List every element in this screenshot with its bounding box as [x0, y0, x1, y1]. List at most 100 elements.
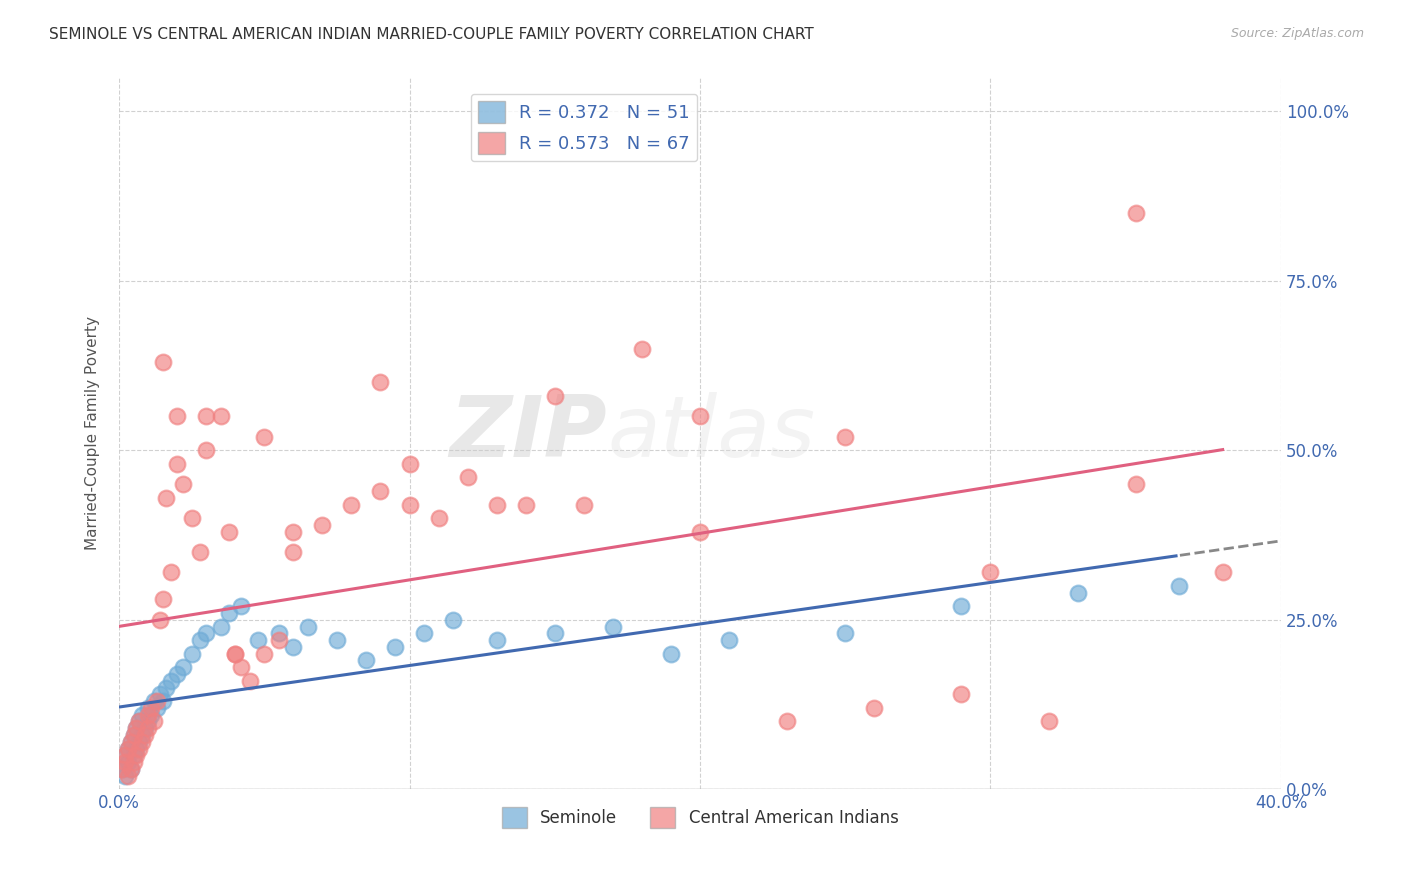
- Point: [253, 430, 276, 444]
- Point: [180, 647, 202, 661]
- Point: [142, 694, 165, 708]
- Point: [120, 762, 142, 776]
- Point: [111, 762, 134, 776]
- Point: [485, 633, 508, 648]
- Point: [114, 755, 136, 769]
- Point: [218, 606, 240, 620]
- Point: [166, 667, 188, 681]
- Point: [152, 592, 174, 607]
- Point: [1066, 585, 1088, 599]
- Point: [128, 714, 150, 729]
- Point: [190, 633, 212, 648]
- Point: [253, 647, 276, 661]
- Point: [117, 769, 139, 783]
- Point: [125, 748, 148, 763]
- Point: [131, 728, 153, 742]
- Point: [166, 409, 188, 424]
- Point: [139, 701, 162, 715]
- Point: [172, 477, 194, 491]
- Point: [134, 721, 156, 735]
- Point: [146, 701, 169, 715]
- Point: [979, 566, 1001, 580]
- Point: [413, 626, 436, 640]
- Point: [283, 640, 305, 654]
- Point: [128, 741, 150, 756]
- Point: [602, 619, 624, 633]
- Point: [139, 707, 162, 722]
- Point: [398, 457, 420, 471]
- Point: [370, 483, 392, 498]
- Point: [544, 626, 567, 640]
- Point: [229, 599, 252, 614]
- Point: [224, 647, 246, 661]
- Point: [120, 735, 142, 749]
- Point: [209, 409, 232, 424]
- Point: [283, 545, 305, 559]
- Point: [190, 545, 212, 559]
- Point: [114, 769, 136, 783]
- Point: [311, 517, 333, 532]
- Point: [131, 707, 153, 722]
- Point: [718, 633, 741, 648]
- Point: [834, 626, 856, 640]
- Point: [283, 524, 305, 539]
- Point: [117, 741, 139, 756]
- Point: [125, 721, 148, 735]
- Point: [689, 524, 711, 539]
- Point: [239, 673, 262, 688]
- Point: [776, 714, 799, 729]
- Point: [326, 633, 349, 648]
- Point: [384, 640, 406, 654]
- Point: [689, 409, 711, 424]
- Point: [136, 707, 159, 722]
- Point: [195, 409, 218, 424]
- Y-axis label: Married-Couple Family Poverty: Married-Couple Family Poverty: [86, 317, 100, 550]
- Point: [136, 714, 159, 729]
- Point: [1168, 579, 1191, 593]
- Point: [128, 735, 150, 749]
- Point: [134, 728, 156, 742]
- Point: [128, 714, 150, 729]
- Point: [247, 633, 270, 648]
- Point: [441, 613, 464, 627]
- Point: [125, 721, 148, 735]
- Point: [427, 511, 450, 525]
- Point: [950, 687, 973, 701]
- Point: [155, 491, 177, 505]
- Point: [122, 728, 145, 742]
- Point: [160, 566, 183, 580]
- Point: [136, 721, 159, 735]
- Point: [149, 613, 172, 627]
- Text: SEMINOLE VS CENTRAL AMERICAN INDIAN MARRIED-COUPLE FAMILY POVERTY CORRELATION CH: SEMINOLE VS CENTRAL AMERICAN INDIAN MARR…: [49, 27, 814, 42]
- Point: [297, 619, 319, 633]
- Point: [114, 748, 136, 763]
- Point: [195, 443, 218, 458]
- Point: [515, 498, 537, 512]
- Point: [122, 755, 145, 769]
- Point: [370, 376, 392, 390]
- Point: [229, 660, 252, 674]
- Point: [117, 741, 139, 756]
- Point: [267, 626, 290, 640]
- Point: [122, 728, 145, 742]
- Point: [1125, 206, 1147, 220]
- Point: [340, 498, 363, 512]
- Point: [834, 430, 856, 444]
- Point: [485, 498, 508, 512]
- Point: [863, 701, 886, 715]
- Legend: Seminole, Central American Indians: Seminole, Central American Indians: [495, 801, 905, 834]
- Point: [195, 626, 218, 640]
- Point: [1125, 477, 1147, 491]
- Point: [120, 762, 142, 776]
- Point: [125, 741, 148, 756]
- Point: [114, 748, 136, 763]
- Point: [572, 498, 595, 512]
- Text: ZIP: ZIP: [450, 392, 607, 475]
- Text: Source: ZipAtlas.com: Source: ZipAtlas.com: [1230, 27, 1364, 40]
- Point: [1038, 714, 1060, 729]
- Point: [146, 694, 169, 708]
- Point: [155, 681, 177, 695]
- Point: [172, 660, 194, 674]
- Point: [136, 701, 159, 715]
- Point: [398, 498, 420, 512]
